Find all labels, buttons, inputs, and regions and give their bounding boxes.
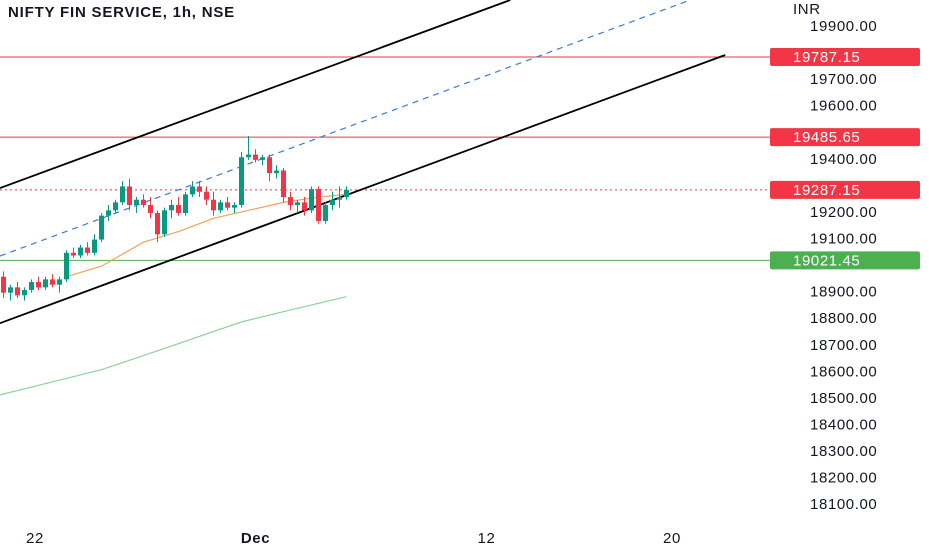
line xyxy=(0,54,726,325)
candle-body xyxy=(337,197,342,200)
y-tick-label: 18600.00 xyxy=(810,363,877,380)
candle-body xyxy=(211,199,216,211)
candle-body xyxy=(330,199,335,206)
y-tick-label: 19600.00 xyxy=(810,98,877,115)
candle-body xyxy=(8,287,13,293)
price-badge-label: 19021.45 xyxy=(793,252,860,269)
candle-body xyxy=(246,154,251,158)
y-tick-label: 18300.00 xyxy=(810,443,877,460)
candle-body xyxy=(155,212,160,235)
candle-body xyxy=(106,210,111,216)
y-tick-label: 19200.00 xyxy=(810,204,877,221)
candle-body xyxy=(204,191,209,200)
candle-body xyxy=(141,199,146,206)
candle-body xyxy=(57,279,62,285)
candle-body xyxy=(309,189,314,211)
line xyxy=(0,296,347,396)
candle-body xyxy=(64,252,69,280)
candle-body xyxy=(43,279,48,288)
y-tick-label: 18800.00 xyxy=(810,310,877,327)
candle-body xyxy=(15,287,20,296)
candle-body xyxy=(218,202,223,211)
line xyxy=(66,193,347,278)
candle-body xyxy=(344,189,349,198)
price-badge xyxy=(770,251,920,270)
price-badge xyxy=(770,180,920,199)
candle-body xyxy=(316,189,321,221)
y-tick-label: 18400.00 xyxy=(810,416,877,433)
y-tick-label: 19900.00 xyxy=(810,18,877,35)
y-tick-label: 18200.00 xyxy=(810,470,877,487)
candle-body xyxy=(183,194,188,213)
candle-body xyxy=(162,210,167,235)
candle-body xyxy=(260,157,265,160)
price-badge-label: 19787.15 xyxy=(793,49,860,66)
candle-body xyxy=(225,202,230,208)
candle-body xyxy=(239,157,244,206)
candle-body xyxy=(281,170,286,198)
candle-body xyxy=(190,186,195,195)
candle-body xyxy=(36,282,41,288)
candle-body xyxy=(288,197,293,206)
price-badge xyxy=(770,128,920,147)
candle-body xyxy=(127,186,132,206)
candle-body xyxy=(50,279,55,285)
candle-body xyxy=(176,205,181,213)
plot xyxy=(0,0,770,396)
x-tick-label: 22 xyxy=(26,530,44,547)
candle-body xyxy=(267,157,272,174)
y-tick-label: 19700.00 xyxy=(810,71,877,88)
price-badge-label: 19485.65 xyxy=(793,129,860,146)
y-tick-label: 19400.00 xyxy=(810,151,877,168)
line xyxy=(0,0,691,257)
candle-body xyxy=(99,215,104,240)
candle-body xyxy=(120,186,125,203)
candle-body xyxy=(22,290,27,296)
axis-unit: INR xyxy=(793,1,821,18)
candle-body xyxy=(274,170,279,174)
candle-body xyxy=(148,205,153,213)
candle-body xyxy=(1,276,6,293)
candle-body xyxy=(85,247,90,253)
x-tick-label: 20 xyxy=(663,530,681,547)
candle-body xyxy=(302,202,307,211)
x-tick-label: Dec xyxy=(241,530,270,547)
line xyxy=(0,0,511,189)
candle-body xyxy=(78,247,83,256)
candle-body xyxy=(134,199,139,206)
candle-body xyxy=(323,205,328,221)
candle-body xyxy=(253,154,258,160)
price-badge xyxy=(770,48,920,67)
y-tick-label: 18500.00 xyxy=(810,390,877,407)
candle-body xyxy=(29,282,34,291)
candle-body xyxy=(71,252,76,256)
y-tick-label: 18100.00 xyxy=(810,496,877,513)
chart-title: NIFTY FIN SERVICE, 1h, NSE xyxy=(8,4,235,21)
y-tick-label: 18900.00 xyxy=(810,284,877,301)
y-tick-label: 18700.00 xyxy=(810,337,877,354)
x-tick-label: 12 xyxy=(478,530,496,547)
candle-body xyxy=(232,205,237,208)
y-tick-label: 19100.00 xyxy=(810,231,877,248)
candle-body xyxy=(197,186,202,192)
candle-body xyxy=(113,202,118,211)
candle-body xyxy=(295,202,300,206)
candle-body xyxy=(169,205,174,211)
candle-body xyxy=(92,239,97,253)
price-badge-label: 19287.15 xyxy=(793,182,860,199)
